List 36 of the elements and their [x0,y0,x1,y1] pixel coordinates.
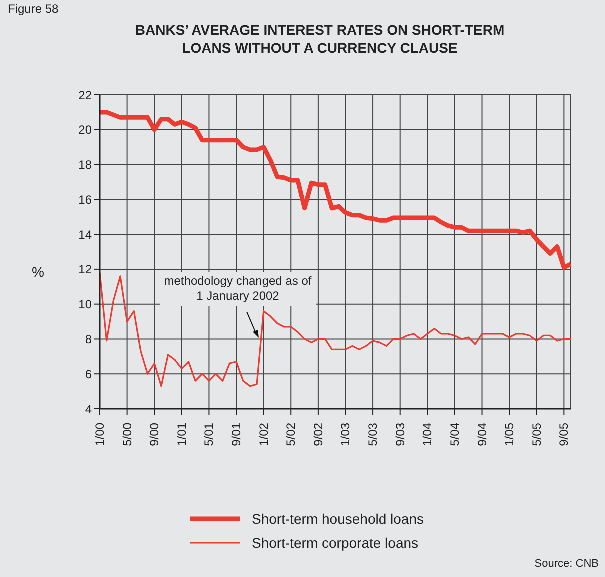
x-tick-label: 1/03 [338,422,353,446]
y-tick-label: 4 [85,402,92,416]
x-tick-label: 5/04 [448,422,462,446]
legend-label: Short-term corporate loans [252,535,419,551]
x-tick-label: 1/01 [174,422,189,446]
x-tick-label: 9/02 [311,422,326,446]
x-tick-label: 1/00 [93,422,107,446]
x-tick-label: 5/01 [202,422,216,446]
x-tick-label: 5/00 [120,422,134,446]
x-tick-label: 9/03 [393,422,408,446]
y-tick-label: 22 [78,88,92,102]
x-tick-label: 5/02 [284,422,298,446]
x-tick-label: 9/00 [148,422,162,446]
x-tick-label: 9/05 [557,422,572,446]
legend-label: Short-term household loans [252,511,424,527]
y-tick-label: 18 [78,158,92,172]
y-tick-label: 8 [85,332,92,346]
y-tick-label: 16 [78,192,92,207]
y-axis-title: % [32,264,44,280]
caption: Figure 58 [8,2,59,16]
y-tick-label: 12 [78,262,92,277]
x-tick-label: 5/05 [530,422,544,446]
y-tick-label: 10 [78,298,92,312]
x-tick-label: 9/04 [475,422,490,446]
y-tick-label: 14 [78,228,92,242]
x-tick-label: 1/02 [256,422,271,446]
y-tick-label: 20 [78,123,92,138]
y-tick-label: 6 [85,367,92,382]
annotation: methodology changed as of 1 January 2002 [160,272,316,306]
source-note: Source: CNB [534,558,599,570]
x-tick-label: 1/04 [420,422,435,446]
line-series [100,110,571,270]
x-tick-label: 9/01 [230,422,244,446]
x-tick-label: 5/03 [366,422,380,446]
x-tick-label: 1/05 [502,422,517,446]
chart-title: BANKS’ AVERAGE INTEREST RATES ON SHORT-TERM LOANS WITHOUT A CURRENCY CLAUSE [134,21,506,57]
